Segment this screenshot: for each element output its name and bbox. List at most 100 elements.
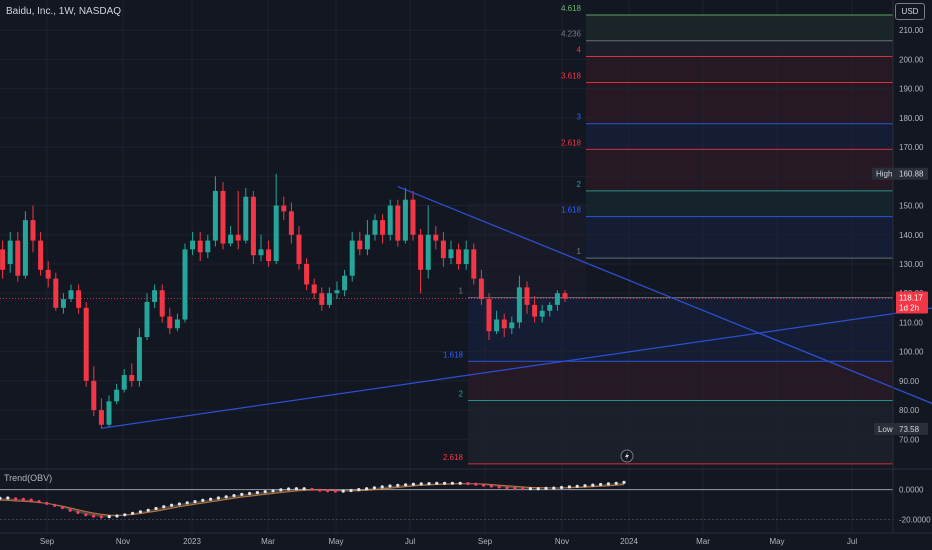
candle-body xyxy=(30,220,36,241)
candle-body xyxy=(296,234,302,264)
fib-upper-band xyxy=(586,190,893,217)
obv-dot xyxy=(365,487,369,491)
obv-dot xyxy=(443,481,447,485)
candle-body xyxy=(53,278,59,308)
obv-dot xyxy=(380,485,384,489)
candle-body xyxy=(380,220,386,235)
obv-dot xyxy=(162,505,166,509)
obv-dot xyxy=(536,487,540,491)
candle-body xyxy=(45,269,51,279)
osc-tick-label: -20.0000 xyxy=(899,516,931,525)
candle-body xyxy=(212,190,218,241)
candle-body xyxy=(372,220,378,235)
obv-dot xyxy=(185,501,189,505)
obv-dot xyxy=(255,491,259,495)
obv-dot xyxy=(458,481,462,485)
obv-dot xyxy=(76,510,80,514)
candle-body xyxy=(220,190,226,244)
obv-dot xyxy=(583,484,587,488)
obv-dot xyxy=(482,483,486,487)
obv-dot xyxy=(575,484,579,488)
time-tick-label: Mar xyxy=(261,537,275,546)
candle-body xyxy=(486,299,492,332)
event-marker xyxy=(620,449,634,463)
obv-dot xyxy=(528,487,533,491)
obv-dot xyxy=(29,498,33,502)
candle-body xyxy=(349,240,355,276)
fib-extension-levels: 4.618 4.236 4 3.618 3 2.618 2 1.618 1 1 1.618 2 2.61… xyxy=(0,4,893,465)
fib-upper-band xyxy=(586,15,893,41)
candle-body xyxy=(524,287,530,305)
fib-upper-band xyxy=(586,82,893,124)
candle-body xyxy=(433,234,439,241)
obv-dot xyxy=(84,513,88,517)
candle-body xyxy=(281,205,287,212)
price-tick-label: 210.00 xyxy=(899,26,924,35)
candle-body xyxy=(456,249,462,264)
candle-body xyxy=(357,240,363,250)
fib-lower-label: 1 xyxy=(459,287,464,296)
candle-body xyxy=(478,278,484,300)
low-badge-box xyxy=(896,422,928,435)
candle-body xyxy=(106,401,112,425)
obv-dot xyxy=(287,487,291,491)
obv-dot xyxy=(146,508,150,512)
price-tick-label: 100.00 xyxy=(899,348,924,357)
candle-body xyxy=(418,234,424,270)
trendlines[interactable] xyxy=(101,185,932,465)
candle-body xyxy=(22,220,28,276)
candle-body xyxy=(182,249,188,320)
high-badge-tag xyxy=(872,167,896,180)
candle-body xyxy=(334,290,340,294)
last-price-value: 118.17 xyxy=(899,294,923,303)
candle-body xyxy=(501,319,507,329)
price-tick-label: 190.00 xyxy=(899,85,924,94)
candle-body xyxy=(494,319,500,332)
time-tick-label: 2023 xyxy=(183,537,201,546)
candle-body xyxy=(250,196,256,256)
candle-body xyxy=(395,205,401,241)
candle-body xyxy=(98,410,104,425)
candle-body xyxy=(243,196,249,241)
obv-dot xyxy=(60,506,64,510)
obv-dot xyxy=(435,481,439,485)
fib-upper-label: 4 xyxy=(577,45,582,54)
obv-dot xyxy=(154,506,158,511)
obv-dot xyxy=(294,487,298,491)
candle-body xyxy=(562,293,568,299)
obv-dot xyxy=(567,485,572,489)
obv-dot xyxy=(372,486,376,490)
time-tick-label: Sep xyxy=(40,537,55,546)
obv-dot xyxy=(341,489,345,493)
obv-oscillator xyxy=(0,480,893,521)
candle-body xyxy=(83,307,89,381)
candle-body xyxy=(387,205,393,235)
obv-dot xyxy=(606,482,611,486)
candle-body xyxy=(532,304,538,317)
candle-body xyxy=(0,249,6,270)
time-tick-label: Mar xyxy=(696,537,710,546)
obv-dot xyxy=(497,485,501,489)
obv-dot xyxy=(450,481,454,485)
fib-upper-label: 4.236 xyxy=(561,30,582,39)
obv-dot xyxy=(232,494,236,498)
candle-body xyxy=(547,304,553,311)
obv-dot xyxy=(53,503,57,507)
obv-dot xyxy=(302,487,306,491)
obv-dot xyxy=(68,508,72,512)
candle-body xyxy=(167,316,173,329)
obv-dot xyxy=(474,482,478,486)
obv-dot xyxy=(614,481,618,485)
candle-body xyxy=(76,290,82,308)
candle-body xyxy=(402,199,408,241)
fib-upper-band xyxy=(586,149,893,191)
candle-body xyxy=(121,375,127,390)
fib-upper-label: 3 xyxy=(577,113,582,122)
currency-button[interactable]: USD xyxy=(895,3,925,20)
obv-dot xyxy=(37,500,41,504)
fib-upper-band xyxy=(586,40,893,57)
obv-dot xyxy=(333,489,337,493)
candle-body xyxy=(152,290,158,302)
candle-body xyxy=(311,284,317,294)
